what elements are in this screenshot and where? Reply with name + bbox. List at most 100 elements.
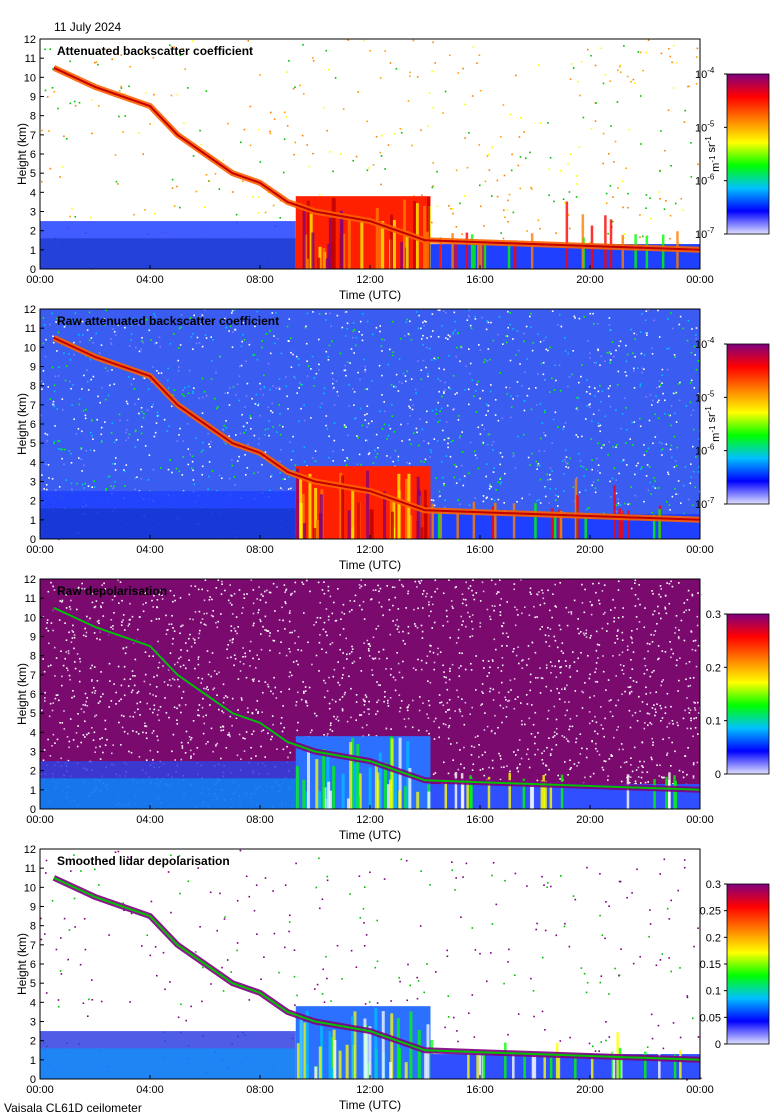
y-tick-label: 1 xyxy=(30,785,36,797)
x-tick-label: 12:00 xyxy=(356,544,384,556)
x-tick-label: 08:00 xyxy=(246,814,274,826)
colorbar-tick-label: 0 xyxy=(715,1039,721,1051)
y-tick-label: 10 xyxy=(24,612,36,624)
y-tick-label: 0 xyxy=(30,534,36,546)
x-tick-label: 16:00 xyxy=(466,544,494,556)
x-tick-label: 08:00 xyxy=(246,274,274,286)
y-tick-label: 11 xyxy=(25,593,36,605)
cloud-layer-core xyxy=(53,876,701,1061)
y-tick-label: 9 xyxy=(30,632,36,644)
colorbar xyxy=(726,883,770,1045)
x-tick-label: 00:00 xyxy=(686,1084,714,1096)
y-tick-label: 2 xyxy=(30,766,36,778)
y-tick-label: 8 xyxy=(30,921,36,933)
colorbar-tick-label: 0.25 xyxy=(700,906,721,918)
cloud-layer-core xyxy=(53,336,701,521)
y-tick-label: 12 xyxy=(24,34,36,46)
y-axis-label: Height (km) xyxy=(15,663,29,725)
y-tick-label: 8 xyxy=(30,381,36,393)
y-axis-label: Height (km) xyxy=(15,123,29,185)
colorbar xyxy=(726,343,770,505)
x-tick-label: 04:00 xyxy=(136,1084,164,1096)
x-tick-label: 12:00 xyxy=(356,1084,384,1096)
y-tick-label: 2 xyxy=(30,1036,36,1048)
y-tick-label: 11 xyxy=(25,53,36,65)
x-axis-label: Time (UTC) xyxy=(339,558,401,572)
x-tick-label: 16:00 xyxy=(466,814,494,826)
x-tick-label: 12:00 xyxy=(356,274,384,286)
y-tick-label: 3 xyxy=(30,1017,36,1029)
y-tick-label: 6 xyxy=(30,959,36,971)
cloud-layer-core xyxy=(53,606,701,791)
boundary-layer-core xyxy=(40,238,296,269)
y-tick-label: 4 xyxy=(30,187,36,199)
colorbar-tick-label: 0.3 xyxy=(706,879,721,891)
x-tick-label: 00:00 xyxy=(26,1084,54,1096)
y-tick-label: 6 xyxy=(30,149,36,161)
y-tick-label: 2 xyxy=(30,226,36,238)
x-tick-label: 08:00 xyxy=(246,544,274,556)
colorbar-unit: m-1 sr-1 xyxy=(704,406,722,442)
y-tick-label: 9 xyxy=(30,362,36,374)
y-tick-label: 0 xyxy=(30,264,36,276)
colorbar-tick-label: 10-4 xyxy=(695,336,715,351)
y-tick-label: 1 xyxy=(30,515,36,527)
colorbar-unit: m-1 sr-1 xyxy=(704,136,722,172)
y-tick-label: 4 xyxy=(30,997,36,1009)
x-tick-label: 20:00 xyxy=(576,1084,604,1096)
x-tick-label: 00:00 xyxy=(686,274,714,286)
y-axis-label: Height (km) xyxy=(15,933,29,995)
x-tick-label: 00:00 xyxy=(26,544,54,556)
y-axis-label: Height (km) xyxy=(15,393,29,455)
y-tick-label: 2 xyxy=(30,496,36,508)
y-tick-label: 10 xyxy=(24,882,36,894)
y-tick-label: 0 xyxy=(30,1074,36,1086)
colorbar-tick-label: 10-7 xyxy=(695,226,715,241)
x-tick-label: 20:00 xyxy=(576,544,604,556)
y-tick-label: 5 xyxy=(30,708,36,720)
colorbar-tick-label: 10-7 xyxy=(695,496,715,511)
y-tick-label: 7 xyxy=(30,940,36,952)
x-tick-label: 00:00 xyxy=(686,814,714,826)
colorbar-tick-label: 0.3 xyxy=(706,609,721,621)
colorbar-tick-label: 10-6 xyxy=(695,173,715,188)
x-tick-label: 20:00 xyxy=(576,814,604,826)
y-tick-label: 3 xyxy=(30,747,36,759)
colorbar-tick-label: 10-6 xyxy=(695,443,715,458)
x-axis-label: Time (UTC) xyxy=(339,1098,401,1112)
y-tick-label: 1 xyxy=(30,245,36,257)
y-tick-label: 7 xyxy=(30,670,36,682)
boundary-layer-core xyxy=(40,778,296,809)
y-tick-label: 6 xyxy=(30,689,36,701)
y-tick-label: 12 xyxy=(24,844,36,856)
colorbar-tick-label: 0.15 xyxy=(700,959,721,971)
colorbar-tick-label: 0.1 xyxy=(706,716,721,728)
colorbar-tick-label: 10-5 xyxy=(695,119,715,134)
colorbar-tick-label: 0.1 xyxy=(706,986,721,998)
x-axis-label: Time (UTC) xyxy=(339,288,401,302)
colorbar-tick-label: 10-5 xyxy=(695,389,715,404)
y-tick-label: 5 xyxy=(30,438,36,450)
boundary-layer-core xyxy=(40,508,296,539)
y-tick-label: 5 xyxy=(30,168,36,180)
boundary-layer-core xyxy=(40,1048,296,1079)
cloud-layer-core xyxy=(53,66,701,251)
colorbar-tick-label: 0.2 xyxy=(706,662,721,674)
x-tick-label: 08:00 xyxy=(246,1084,274,1096)
x-tick-label: 04:00 xyxy=(136,814,164,826)
x-tick-label: 04:00 xyxy=(136,274,164,286)
panel-title: Smoothed lidar depolarisation xyxy=(57,854,230,868)
x-axis-label: Time (UTC) xyxy=(339,828,401,842)
x-tick-label: 00:00 xyxy=(686,544,714,556)
panel-title: Raw depolarisation xyxy=(57,584,167,598)
y-tick-label: 9 xyxy=(30,902,36,914)
y-tick-label: 0 xyxy=(30,804,36,816)
colorbar-tick-label: 10-4 xyxy=(695,66,715,81)
panel-title: Attenuated backscatter coefficient xyxy=(57,44,253,58)
panel-title: Raw attenuated backscatter coefficient xyxy=(57,314,279,328)
y-tick-label: 6 xyxy=(30,419,36,431)
y-tick-label: 8 xyxy=(30,111,36,123)
